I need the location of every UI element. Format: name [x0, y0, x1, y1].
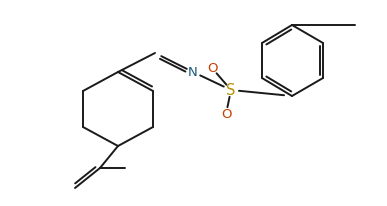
Text: N: N [188, 66, 198, 78]
Text: O: O [221, 108, 231, 121]
Text: S: S [226, 82, 236, 97]
Text: O: O [207, 62, 217, 75]
